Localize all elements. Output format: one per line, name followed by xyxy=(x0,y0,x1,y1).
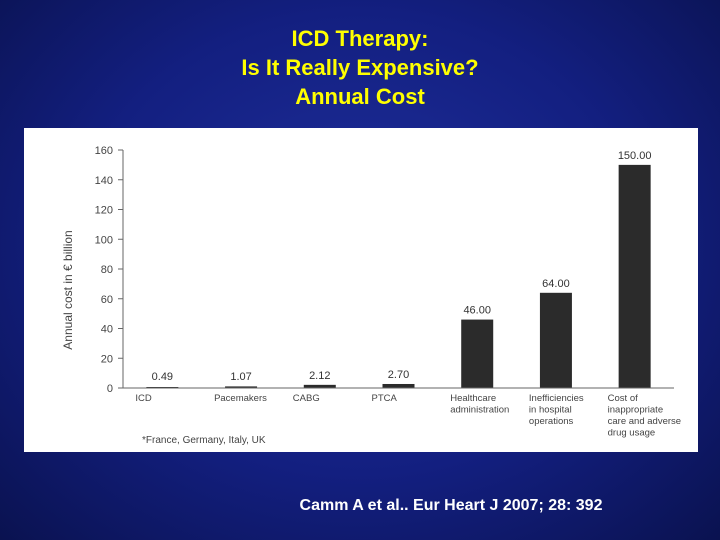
x-tick-label-line: Cost of xyxy=(608,393,638,404)
y-tick-label: 60 xyxy=(101,294,113,306)
x-tick-label: CABG xyxy=(293,393,320,404)
x-tick-label: Inefficiencies in hospital operations xyxy=(529,393,584,427)
bar xyxy=(618,164,651,388)
bar-value-label: 2.12 xyxy=(309,370,330,382)
y-tick-label: 40 xyxy=(101,324,113,336)
x-tick-label-line: administration xyxy=(450,405,509,416)
bar xyxy=(539,292,572,388)
x-tick-labels: ICD Pacemakers CABG PTCA Healthcare administr… xyxy=(123,387,681,439)
y-tick-label: 140 xyxy=(95,175,113,187)
x-tick-label: Cost of inappropriate care and adverse drug… xyxy=(608,393,681,439)
x-tick-label: PTCA xyxy=(372,393,398,404)
x-tick-label-line: inappropriate xyxy=(608,405,663,416)
title-line-2: Is It Really Expensive? xyxy=(241,55,479,80)
bar-value-label: 64.00 xyxy=(542,278,570,290)
y-tick-label: 160 xyxy=(95,145,113,157)
x-tick-label-line: care and adverse xyxy=(608,416,681,427)
bar-value-label: 0.49 xyxy=(152,371,173,383)
bar xyxy=(303,384,336,388)
x-tick-label: Healthcare administration xyxy=(450,393,509,416)
x-tick-label: ICD xyxy=(135,393,152,404)
y-tick-label: 20 xyxy=(101,353,113,365)
bar xyxy=(461,319,494,388)
bar-value-label: 2.70 xyxy=(388,369,409,381)
x-tick-label-line: Pacemakers xyxy=(214,393,267,404)
bar-value-label: 150.00 xyxy=(618,150,652,162)
y-ticks: 0 20 40 60 80 100 120 140 160 xyxy=(95,145,123,395)
x-tick-label-line: operations xyxy=(529,416,574,427)
citation: Camm A et al.. Eur Heart J 2007; 28: 392 xyxy=(0,497,720,515)
bar-value-label: 1.07 xyxy=(230,371,251,383)
bar-value-label: 46.00 xyxy=(463,305,491,317)
x-tick-label-line: drug usage xyxy=(608,428,656,439)
y-axis-label: Annual cost in € billion xyxy=(61,230,75,349)
x-tick-label-line: Inefficiencies xyxy=(529,393,584,404)
y-tick-label: 80 xyxy=(101,264,113,276)
x-tick-label-line: Healthcare xyxy=(450,393,496,404)
bar xyxy=(225,386,258,388)
y-tick-label: 100 xyxy=(95,234,113,246)
x-tick-label-line: ICD xyxy=(135,393,152,404)
title-line-3: Annual Cost xyxy=(295,84,425,109)
x-tick-label-line: PTCA xyxy=(372,393,398,404)
x-tick-label-line: CABG xyxy=(293,393,320,404)
slide-title: ICD Therapy: Is It Really Expensive? Ann… xyxy=(0,24,720,111)
title-line-1: ICD Therapy: xyxy=(291,26,429,51)
x-tick-label: Pacemakers xyxy=(214,393,267,404)
citation-text: Camm A et al.. Eur Heart J 2007; 28: 392 xyxy=(299,497,603,514)
y-tick-label: 120 xyxy=(95,205,113,217)
chart-panel: Annual cost in € billion 0 20 40 60 80 100 120… xyxy=(24,128,698,452)
bars: 0.49 1.07 2.12 2.70 46.00 64.00 150.00 xyxy=(146,150,651,388)
y-tick-label: 0 xyxy=(107,383,113,395)
chart-footnote: *France, Germany, Italy, UK xyxy=(142,435,266,446)
bar-chart: Annual cost in € billion 0 20 40 60 80 100 120… xyxy=(61,145,681,446)
bar xyxy=(382,383,415,388)
x-tick-label-line: in hospital xyxy=(529,405,572,416)
